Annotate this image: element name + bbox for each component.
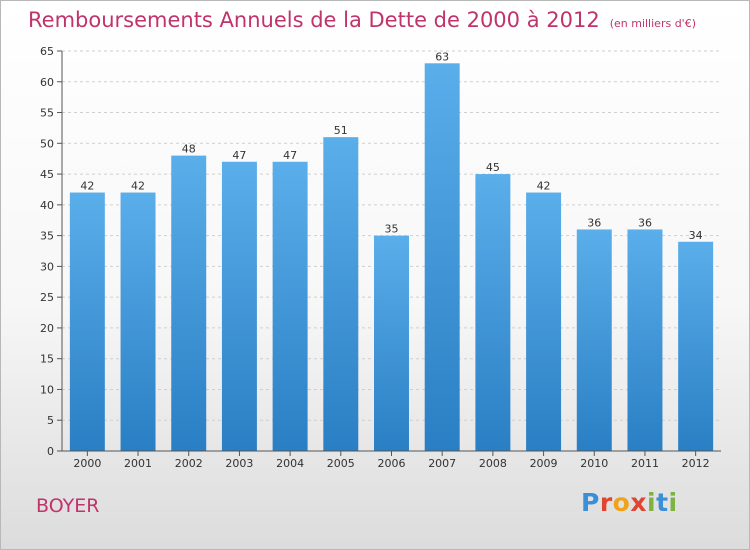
- y-tick-label: 40: [40, 199, 54, 212]
- bar-2005: [323, 137, 359, 451]
- bar-2010: [576, 229, 612, 451]
- data-label: 48: [182, 143, 196, 156]
- bar-2006: [374, 235, 409, 451]
- axes: [57, 50, 721, 456]
- x-tick-label: 2004: [276, 457, 304, 470]
- location-label: BOYER: [36, 495, 100, 517]
- y-tick-label: 15: [40, 353, 54, 366]
- data-label: 47: [232, 149, 246, 162]
- chart-title: Remboursements Annuels de la Dette de 20…: [28, 8, 696, 32]
- y-tick-label: 55: [40, 107, 54, 120]
- bar-2003: [221, 161, 257, 451]
- y-tick-label: 0: [47, 445, 54, 458]
- bar-2002: [171, 155, 207, 451]
- data-label: 51: [334, 124, 348, 137]
- bar-2012: [678, 241, 714, 451]
- data-label: 35: [385, 223, 399, 236]
- data-label: 42: [537, 180, 551, 193]
- data-label: 34: [689, 229, 703, 242]
- chart-title-text: Remboursements Annuels de la Dette de 20…: [28, 8, 600, 32]
- logo-letter: i: [668, 488, 678, 517]
- x-tick-label: 2012: [682, 457, 710, 470]
- bar-2011: [627, 229, 663, 451]
- y-tick-label: 45: [40, 168, 54, 181]
- y-axis-tick-labels: 0 5 10 15 20 25 30 35 40 45 50 55 60 65: [40, 45, 54, 458]
- y-tick-label: 10: [40, 383, 54, 396]
- y-tick-label: 25: [40, 291, 54, 304]
- x-tick-label: 2008: [479, 457, 507, 470]
- data-label: 42: [131, 180, 145, 193]
- x-tick-label: 2002: [175, 457, 203, 470]
- x-axis-tick-labels: 2000 2001 2002 2003 2004 2005 2006 2007 2008 2009…: [73, 457, 709, 470]
- x-tick-label: 2001: [124, 457, 152, 470]
- bar-2001: [120, 192, 156, 452]
- y-tick-label: 50: [40, 137, 54, 150]
- x-tick-label: 2006: [378, 457, 406, 470]
- x-tick-label: 2000: [73, 457, 101, 470]
- logo-letter: P: [581, 488, 600, 517]
- logo-letter: t: [656, 488, 669, 517]
- data-label: 42: [80, 180, 94, 193]
- x-tick-label: 2009: [530, 457, 558, 470]
- bars: [69, 63, 714, 452]
- bar-2004: [272, 161, 308, 451]
- data-label: 63: [435, 50, 449, 63]
- x-tick-label: 2005: [327, 457, 355, 470]
- proxiti-logo: Proxiti: [581, 488, 678, 517]
- bar-2007: [424, 63, 460, 452]
- logo-letter: r: [599, 488, 613, 517]
- chart-subtitle: (en milliers d'€): [609, 17, 696, 30]
- logo-letter: i: [647, 488, 657, 517]
- bar-2008: [475, 174, 511, 452]
- data-labels: 42 42 48 47 47 51 35 63 45 42 36 36 34: [80, 50, 702, 241]
- y-tick-label: 60: [40, 76, 54, 89]
- logo-letter: x: [630, 488, 647, 517]
- data-label: 36: [587, 216, 601, 229]
- bar-2000: [69, 192, 105, 452]
- x-tick-label: 2011: [631, 457, 659, 470]
- x-tick-label: 2003: [225, 457, 253, 470]
- y-tick-label: 20: [40, 322, 54, 335]
- y-tick-label: 65: [40, 45, 54, 58]
- y-tick-label: 35: [40, 230, 54, 243]
- x-tick-label: 2007: [428, 457, 456, 470]
- data-label: 45: [486, 161, 500, 174]
- data-label: 47: [283, 149, 297, 162]
- bar-2009: [526, 192, 562, 452]
- logo-letter: o: [612, 488, 631, 517]
- data-label: 36: [638, 216, 652, 229]
- x-tick-label: 2010: [580, 457, 608, 470]
- y-tick-label: 5: [47, 414, 54, 427]
- y-tick-label: 30: [40, 260, 54, 273]
